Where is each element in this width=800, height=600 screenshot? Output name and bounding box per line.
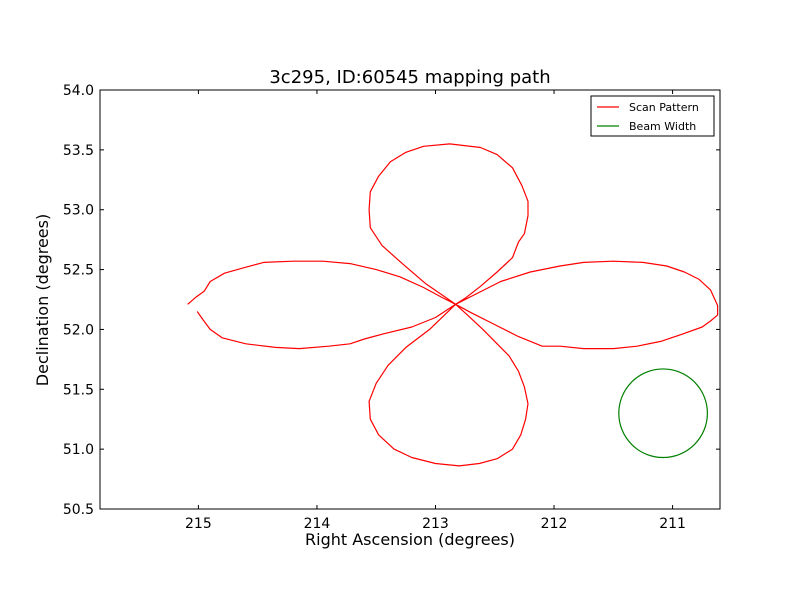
x-axis-label: Right Ascension (degrees) — [305, 530, 515, 549]
x-tick-label: 211 — [659, 516, 686, 532]
y-tick-label: 53.0 — [63, 203, 94, 219]
x-tick-label: 213 — [422, 516, 449, 532]
plot-area — [99, 89, 721, 510]
y-tick-label: 54.0 — [63, 83, 94, 99]
legend: Scan Pattern Beam Width — [590, 95, 715, 137]
plot-frame — [99, 89, 721, 510]
y-tick-label: 52.5 — [63, 263, 94, 279]
y-tick-label: 51.0 — [63, 442, 94, 458]
x-tick-label: 214 — [304, 516, 331, 532]
beam-width-circle — [618, 368, 708, 459]
x-axis: 215 214 213 212 211 — [185, 90, 686, 532]
y-axis-label: Declination (degrees) — [33, 214, 52, 386]
x-tick-label: 212 — [541, 516, 568, 532]
y-axis: 50.5 51.0 51.5 52.0 52.5 53.0 53.5 54.0 — [63, 83, 720, 518]
legend-box — [590, 95, 715, 137]
x-tick-label: 215 — [185, 516, 212, 532]
legend-label-1: Scan Pattern — [629, 101, 699, 114]
chart-title: 3c295, ID:60545 mapping path — [269, 67, 550, 88]
y-tick-label: 51.5 — [63, 382, 94, 398]
y-tick-label: 52.0 — [63, 322, 94, 338]
y-tick-label: 50.5 — [63, 502, 94, 518]
legend-label-2: Beam Width — [629, 120, 696, 133]
series-line-1 — [187, 143, 719, 467]
y-tick-label: 53.5 — [63, 143, 94, 159]
